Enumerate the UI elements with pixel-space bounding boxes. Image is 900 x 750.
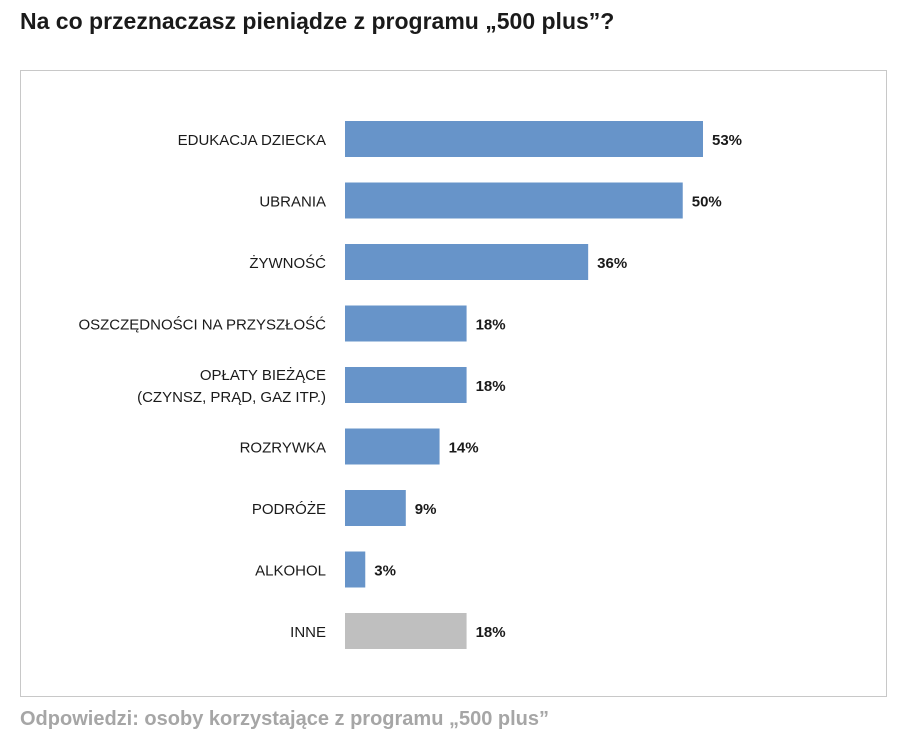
bar bbox=[345, 367, 467, 403]
bar bbox=[345, 613, 467, 649]
category-label: PODRÓŻE bbox=[252, 500, 326, 518]
data-label: 18% bbox=[476, 624, 506, 641]
bar bbox=[345, 244, 589, 280]
data-label: 3% bbox=[374, 563, 396, 580]
data-label: 14% bbox=[449, 440, 479, 457]
data-label: 18% bbox=[476, 317, 506, 334]
bar bbox=[345, 121, 703, 157]
bar bbox=[345, 490, 406, 526]
category-label: OPŁATY BIEŻĄCE (CZYNSZ, PRĄD, GAZ ITP.) bbox=[137, 366, 326, 406]
category-label: ALKOHOL bbox=[255, 563, 326, 580]
category-label: ŻYWNOŚĆ bbox=[249, 254, 326, 272]
bar bbox=[345, 551, 366, 588]
data-label: 53% bbox=[712, 132, 742, 149]
category-label: INNE bbox=[290, 624, 326, 641]
bar bbox=[345, 182, 683, 219]
data-label: 36% bbox=[597, 255, 627, 272]
bar bbox=[345, 305, 467, 342]
category-label: OSZCZĘDNOŚCI NA PRZYSZŁOŚĆ bbox=[78, 316, 326, 334]
chart-footnote: Odpowiedzi: osoby korzystające z program… bbox=[20, 708, 550, 730]
category-label: EDUKACJA DZIECKA bbox=[178, 132, 326, 149]
chart-frame bbox=[20, 70, 887, 697]
bar bbox=[345, 428, 440, 465]
data-label: 50% bbox=[692, 194, 722, 211]
data-label: 9% bbox=[415, 501, 437, 518]
category-label: ROZRYWKA bbox=[240, 440, 326, 457]
data-label: 18% bbox=[476, 378, 506, 395]
chart-title: Na co przeznaczasz pieniądze z programu … bbox=[20, 8, 615, 34]
category-label: UBRANIA bbox=[259, 194, 326, 211]
